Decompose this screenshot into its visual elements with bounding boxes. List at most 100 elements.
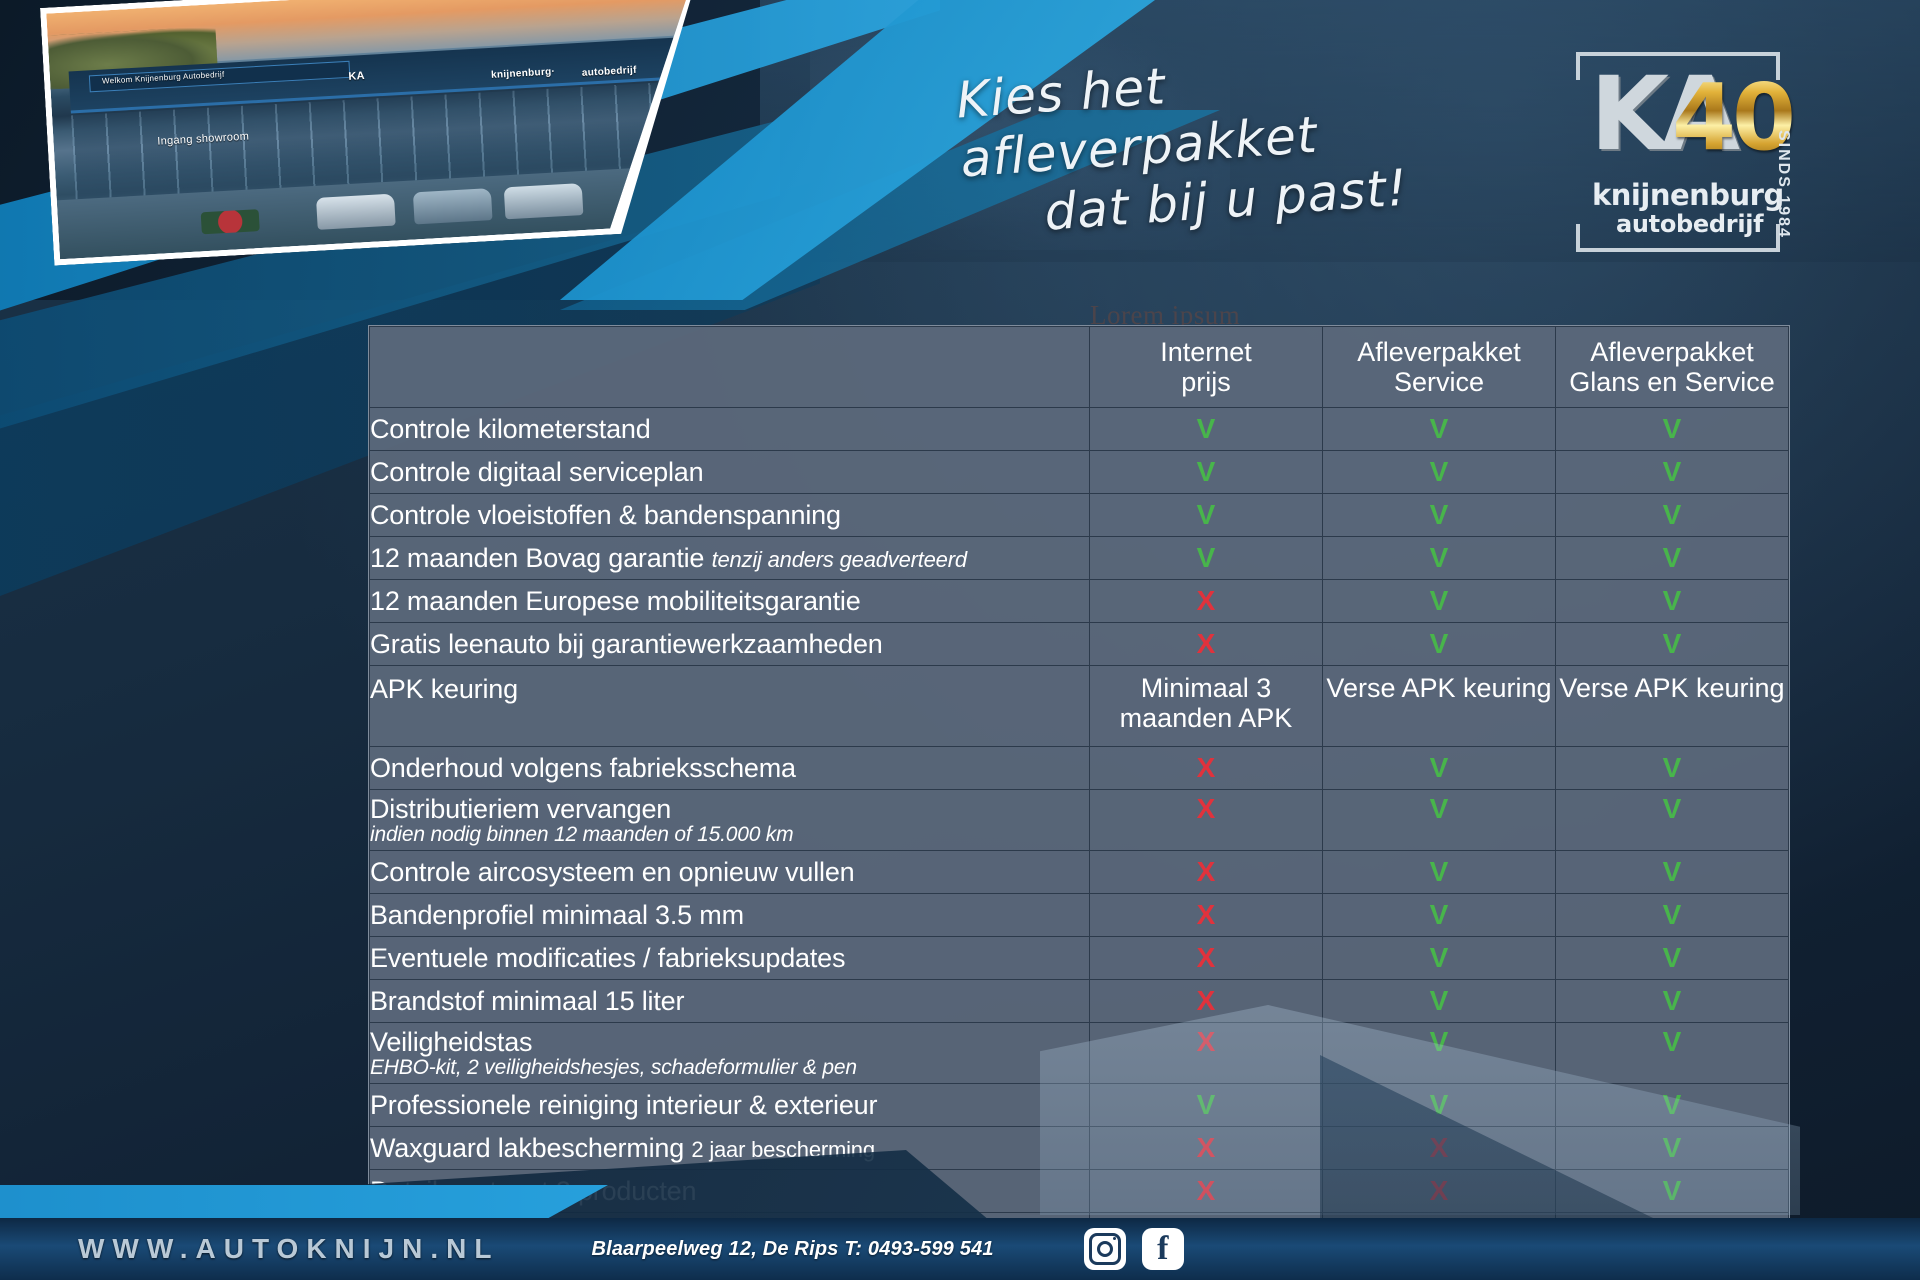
row-value: V <box>1089 450 1323 494</box>
header-line-2: prijs <box>1181 367 1231 397</box>
row-value: X <box>1089 893 1323 937</box>
row-value: V <box>1322 936 1556 980</box>
check-icon: V <box>1662 455 1682 487</box>
row-value: V <box>1322 622 1556 666</box>
check-icon: V <box>1429 751 1449 783</box>
row-label: Controle digitaal serviceplan <box>369 450 1090 494</box>
row-value: X <box>1089 1022 1323 1084</box>
row-label: Onderhoud volgens fabrieksschema <box>369 746 1090 790</box>
row-value: V <box>1555 536 1789 580</box>
check-icon: V <box>1429 898 1449 930</box>
row-value: V <box>1555 579 1789 623</box>
cross-icon: X <box>1196 855 1216 887</box>
facebook-button[interactable]: f <box>1141 1228 1184 1270</box>
check-icon: V <box>1662 855 1682 887</box>
check-icon: V <box>1662 1174 1682 1206</box>
table-row: Bandenprofiel minimaal 3.5 mm X V V <box>369 893 1789 937</box>
check-icon: V <box>1662 1088 1682 1120</box>
table-row: Controle digitaal serviceplan V V V <box>369 450 1789 494</box>
check-icon: V <box>1196 498 1216 530</box>
row-value: X <box>1089 789 1323 851</box>
row-value: V <box>1322 579 1556 623</box>
row-label-main: 12 maanden Bovag garantie <box>370 542 705 573</box>
row-value: X <box>1089 850 1323 894</box>
cross-icon: X <box>1196 984 1216 1016</box>
cross-icon: X <box>1196 941 1216 973</box>
header-blank-cell <box>369 326 1090 408</box>
row-value: V <box>1322 536 1556 580</box>
dealership-photo: Welkom Knijnenburg Autobedrijf KA knijne… <box>46 0 707 259</box>
row-label: 12 maanden Bovag garantie tenzij anders … <box>369 536 1090 580</box>
photo-car <box>316 194 395 230</box>
row-value: V <box>1089 407 1323 451</box>
logo-anniversary-40: 40 <box>1672 64 1796 171</box>
check-icon: V <box>1662 584 1682 616</box>
row-value: V <box>1555 622 1789 666</box>
check-icon: V <box>1196 455 1216 487</box>
row-value: V <box>1322 450 1556 494</box>
row-value: Verse APK keuring <box>1322 665 1556 747</box>
table-row: Professionele reiniging interieur & exte… <box>369 1083 1789 1127</box>
header-line-1: Afleverpakket <box>1357 336 1521 367</box>
check-icon: V <box>1662 627 1682 659</box>
check-icon: V <box>1196 1088 1216 1120</box>
row-value: X <box>1089 746 1323 790</box>
row-label-main: Waxguard lakbescherming <box>370 1132 685 1163</box>
company-logo: KA 40 knijnenburg autobedrijf SINDS 1984 <box>1576 52 1806 252</box>
row-value: X <box>1089 622 1323 666</box>
check-icon: V <box>1662 984 1682 1016</box>
check-icon: V <box>1196 541 1216 573</box>
table-row: 12 maanden Bovag garantie tenzij anders … <box>369 536 1789 580</box>
check-icon: V <box>1429 455 1449 487</box>
instagram-icon <box>1088 1233 1121 1265</box>
row-value: V <box>1322 407 1556 451</box>
check-icon: V <box>1429 1026 1449 1057</box>
dealership-photo-card: Welkom Knijnenburg Autobedrijf KA knijne… <box>40 0 713 266</box>
check-icon: V <box>1662 498 1682 530</box>
row-value: V <box>1322 789 1556 851</box>
table-row: Eventuele modificaties / fabrieksupdates… <box>369 936 1789 980</box>
header-line-2: Service <box>1393 367 1485 397</box>
cross-icon: X <box>1196 1026 1216 1057</box>
header-afleverpakket-glans-en-service: Afleverpakket Glans en Service <box>1555 326 1789 408</box>
footer-website-url[interactable]: WWW.AUTOKNIJN.NL <box>78 1233 500 1264</box>
cross-icon: X <box>1196 584 1216 616</box>
table-row: Onderhoud volgens fabrieksschema X V V <box>369 746 1789 790</box>
instagram-button[interactable] <box>1083 1228 1126 1270</box>
check-icon: V <box>1196 412 1216 444</box>
check-icon: V <box>1662 1131 1682 1163</box>
row-label: Controle kilometerstand <box>369 407 1090 451</box>
check-icon: V <box>1429 584 1449 616</box>
row-label: Veiligheidstas EHBO-kit, 2 veiligheidshe… <box>369 1022 1090 1084</box>
check-icon: V <box>1429 541 1449 573</box>
row-value: Verse APK keuring <box>1555 665 1789 747</box>
footer-address-phone: Blaarpeelweg 12, De Rips T: 0493-599 541 <box>591 1237 994 1260</box>
row-value: V <box>1089 1083 1323 1127</box>
row-value: V <box>1089 536 1323 580</box>
table-row: Controle kilometerstand V V V <box>369 407 1789 451</box>
cross-icon: X <box>1196 793 1216 824</box>
row-value: V <box>1555 1022 1789 1084</box>
row-label-note: tenzij anders geadverteerd <box>711 546 968 572</box>
cross-icon: X <box>1196 751 1216 783</box>
cross-icon: X <box>1196 627 1216 659</box>
row-value: V <box>1322 1022 1556 1084</box>
row-label: Controle vloeistoffen & bandenspanning <box>369 493 1090 537</box>
check-icon: V <box>1662 751 1682 783</box>
row-value: V <box>1322 979 1556 1023</box>
row-value: V <box>1322 493 1556 537</box>
row-value: V <box>1555 936 1789 980</box>
row-value: V <box>1555 789 1789 851</box>
row-label-main: Veiligheidstas <box>370 1027 533 1057</box>
row-label: Controle aircosysteem en opnieuw vullen <box>369 850 1090 894</box>
row-value: V <box>1089 493 1323 537</box>
check-icon: V <box>1429 412 1449 444</box>
row-value: X <box>1089 979 1323 1023</box>
row-value: V <box>1322 850 1556 894</box>
check-icon: V <box>1662 941 1682 973</box>
row-label: Professionele reiniging interieur & exte… <box>369 1083 1090 1127</box>
header-line-2: Glans en Service <box>1569 367 1775 397</box>
header-afleverpakket-service: Afleverpakket Service <box>1322 326 1556 408</box>
cross-icon: X <box>1196 1131 1216 1163</box>
